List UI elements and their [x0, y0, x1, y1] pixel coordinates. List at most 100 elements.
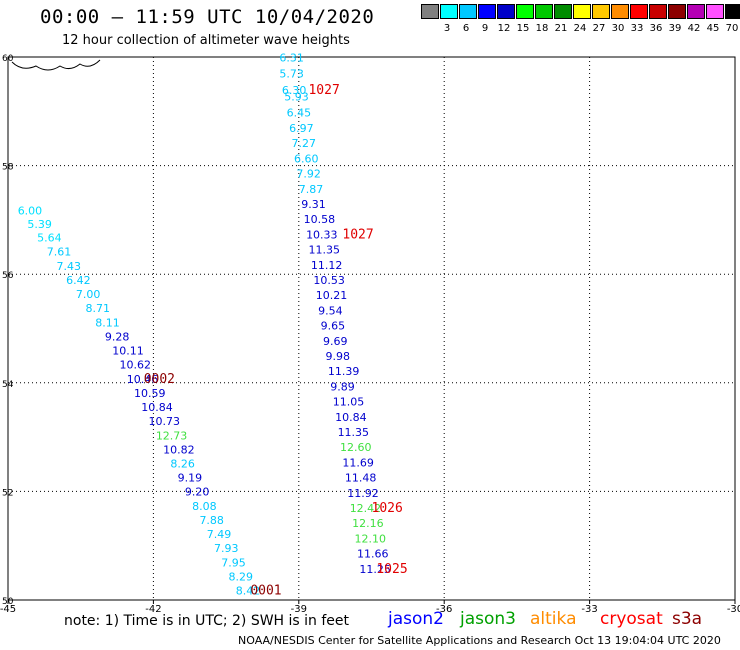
wave-height-value: 12.10	[355, 532, 387, 545]
legend-item-jason3: jason3	[460, 609, 516, 629]
wave-height-value: 7.00	[76, 288, 101, 301]
wave-height-value: 7.43	[56, 260, 81, 273]
x-tick-label: -39	[291, 604, 307, 615]
wave-height-value: 12.60	[340, 441, 372, 454]
colorbar-swatch	[440, 4, 458, 19]
wave-height-value: 9.89	[330, 380, 355, 393]
wave-height-value: 9.28	[105, 330, 130, 343]
page-title: 00:00 — 11:59 UTC 10/04/2020	[40, 6, 375, 28]
colorbar-swatch	[421, 4, 439, 19]
wave-height-value: 8.08	[192, 500, 217, 513]
wave-height-value: 10.53	[313, 274, 345, 287]
pass-time-label: 1026	[372, 501, 403, 516]
wave-height-value: 10.84	[335, 411, 367, 424]
colorbar-swatch	[573, 4, 591, 19]
wave-height-value: 11.25	[359, 563, 391, 576]
colorbar-swatch	[497, 4, 515, 19]
colorbar-swatch	[478, 4, 496, 19]
wave-height-value: 6.42	[66, 274, 91, 287]
colorbar-label: 3	[443, 23, 451, 34]
x-tick-label: -45	[0, 604, 16, 615]
colorbar-swatch	[706, 4, 724, 19]
wave-height-value: 10.73	[149, 415, 181, 428]
wave-height-value: 11.39	[328, 365, 360, 378]
colorbar-label: 42	[687, 23, 701, 34]
wave-height-value: 11.35	[308, 244, 340, 257]
colorbar-label: 33	[630, 23, 644, 34]
wave-height-value: 7.27	[292, 137, 317, 150]
wave-height-value: 9.20	[185, 486, 210, 499]
colorbar-label: 24	[573, 23, 587, 34]
coastline-icon	[11, 59, 101, 71]
colorbar-label: 27	[592, 23, 606, 34]
colorbar-swatch	[725, 4, 740, 19]
y-tick-label: 50	[2, 597, 14, 607]
wave-height-value: 6.97	[289, 122, 314, 135]
wave-height-value: 8.29	[229, 570, 254, 583]
colorbar-swatch	[459, 4, 477, 19]
pass-time-label: 0001	[250, 584, 281, 599]
colorbar-swatch	[535, 4, 553, 19]
pass-time-label: 0002	[144, 372, 175, 387]
colorbar-swatch	[611, 4, 629, 19]
colorbar-label: 9	[481, 23, 489, 34]
wave-height-value: 12.42	[350, 502, 382, 515]
colorbar-swatch	[592, 4, 610, 19]
footer-note: note: 1) Time is in UTC; 2) SWH is in fe…	[64, 613, 350, 629]
colorbar-label: 70	[725, 23, 739, 34]
colorbar-swatch	[554, 4, 572, 19]
y-tick-label: 52	[2, 488, 13, 498]
wave-height-value: 8.26	[170, 458, 195, 471]
x-tick-label: -42	[145, 604, 161, 615]
wave-height-value: 6.00	[18, 204, 43, 217]
wave-height-value: 7.87	[299, 183, 324, 196]
y-tick-label: 60	[2, 54, 14, 64]
wave-height-value: 6.45	[287, 107, 312, 120]
colorbar-swatch	[516, 4, 534, 19]
colorbar-label: 39	[668, 23, 682, 34]
colorbar-label: 36	[649, 23, 663, 34]
wave-height-value: 6.60	[294, 152, 319, 165]
wave-height-value: 10.62	[119, 359, 150, 372]
pass-time-label: 1027	[308, 83, 339, 98]
wave-height-value: 11.92	[347, 487, 379, 500]
wave-height-value: 5.73	[279, 68, 304, 81]
wave-height-value: 5.64	[37, 232, 62, 245]
colorbar-label: 12	[497, 23, 511, 34]
wave-height-value: 10.82	[163, 443, 195, 456]
wave-height-value: 7.49	[207, 528, 232, 541]
wave-height-value: 9.65	[321, 320, 346, 333]
wave-height-value: 11.35	[338, 426, 370, 439]
wave-height-value: 5.39	[27, 218, 51, 231]
wave-height-value: 5.93	[284, 90, 309, 103]
wave-height-value: 9.69	[323, 335, 348, 348]
wave-height-value: 10.21	[316, 289, 348, 302]
colorbar-swatch	[687, 4, 705, 19]
colorbar-label: 15	[516, 23, 530, 34]
legend-item-altika: altika	[530, 609, 577, 629]
x-tick-label: -33	[581, 604, 597, 615]
wave-height-value: 9.31	[301, 198, 326, 211]
wave-height-value: 10.33	[306, 228, 338, 241]
wave-height-value: 6.30	[282, 84, 307, 97]
wave-height-value: 10.11	[112, 345, 144, 358]
wave-height-value: 11.12	[311, 259, 343, 272]
colorbar-label: 30	[611, 23, 625, 34]
colorbar-label: 21	[554, 23, 568, 34]
wave-height-value: 11.05	[333, 396, 365, 409]
wave-height-value: 7.93	[214, 542, 239, 555]
wave-height-value: 12.73	[156, 429, 188, 442]
x-tick-label: -36	[436, 604, 452, 615]
legend-item-cryosat: cryosat	[600, 609, 663, 629]
wave-height-value: 7.95	[221, 556, 246, 569]
wave-height-value: 8.11	[95, 316, 120, 329]
colorbar-label: 18	[535, 23, 549, 34]
colorbar-swatch	[630, 4, 648, 19]
wave-height-value: 11.48	[345, 472, 377, 485]
wave-height-value: 9.98	[325, 350, 350, 363]
y-tick-label: 56	[2, 271, 14, 281]
wave-height-value: 9.54	[318, 304, 343, 317]
legend-item-s3a: s3a	[672, 609, 703, 629]
wave-height-value: 10.59	[134, 387, 166, 400]
